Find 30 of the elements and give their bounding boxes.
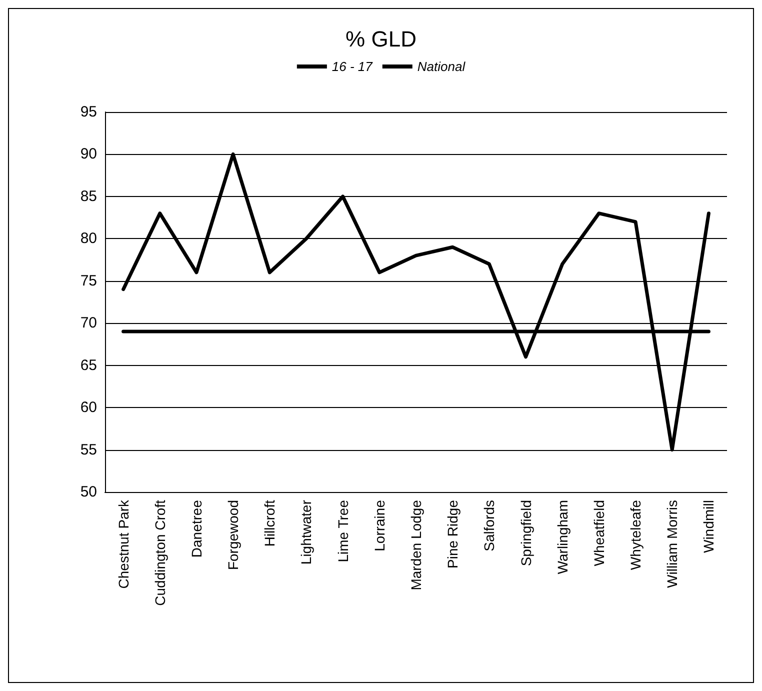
legend-label: National — [417, 59, 466, 74]
x-tick-label: Forgewood — [225, 500, 242, 570]
x-tick-label: Springfield — [518, 500, 534, 566]
y-tick-label: 85 — [80, 188, 97, 205]
x-tick-label: Pine Ridge — [444, 500, 461, 568]
x-tick-label: Chestnut Park — [115, 499, 132, 589]
x-tick-label: Lightwater — [298, 500, 314, 565]
y-tick-label: 65 — [80, 356, 97, 374]
x-tick-label: Lorraine — [371, 500, 388, 552]
y-tick-label: 60 — [80, 399, 97, 416]
legend-label: 16 - 17 — [332, 59, 374, 74]
y-tick-label: 80 — [80, 230, 97, 248]
chart-title: % GLD — [346, 26, 416, 52]
x-tick-label: Wheatfield — [590, 500, 607, 566]
x-tick-label: Windmill — [700, 500, 717, 553]
x-tick-label: Lime Tree — [334, 500, 351, 562]
y-tick-label: 50 — [80, 484, 97, 500]
x-tick-label: Warlingham — [554, 500, 570, 574]
x-tick-label: Whyteleafe — [628, 500, 644, 570]
x-tick-label: Cuddington Croft — [152, 500, 168, 606]
x-tick-label: Marden Lodge — [408, 500, 424, 590]
y-tick-label: 95 — [80, 104, 97, 120]
y-tick-label: 90 — [80, 146, 97, 163]
x-tick-label: Danetree — [188, 500, 204, 558]
y-tick-label: 70 — [80, 314, 97, 332]
y-tick-label: 55 — [80, 441, 97, 458]
y-tick-label: 75 — [80, 272, 97, 290]
x-tick-label: Salfords — [481, 500, 498, 552]
x-tick-label: Hillcroft — [262, 500, 278, 547]
x-tick-label: William Morris — [664, 500, 680, 588]
